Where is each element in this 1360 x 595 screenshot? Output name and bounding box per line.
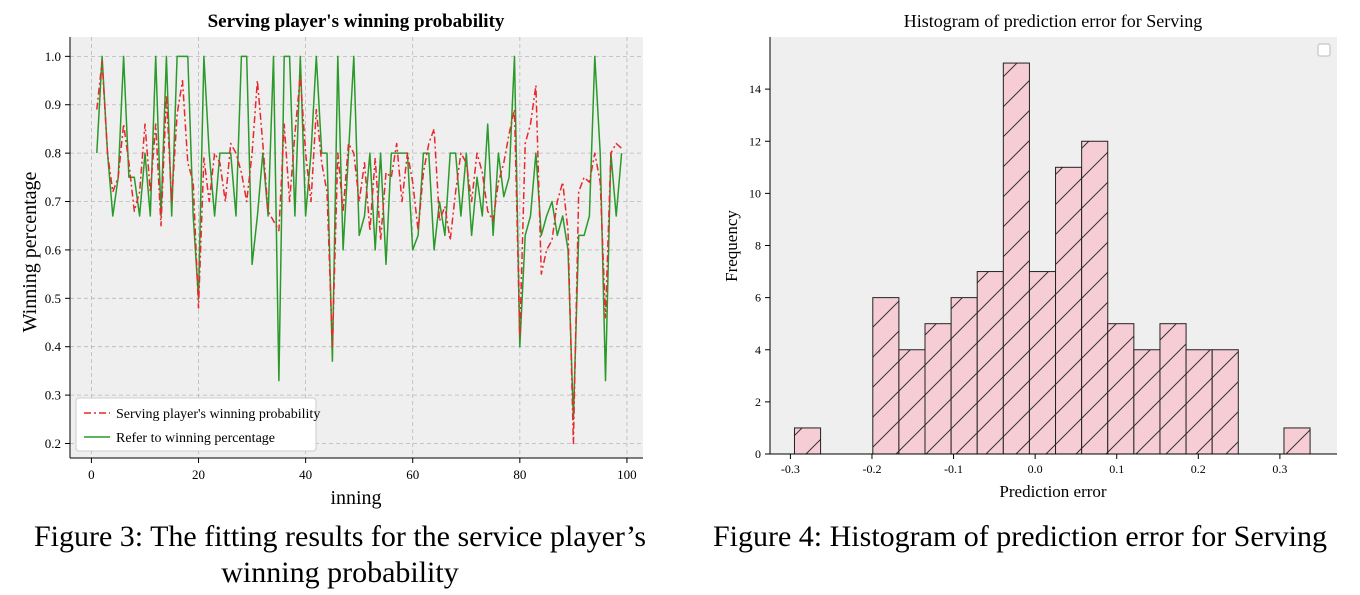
histogram-bar-hatch xyxy=(1211,349,1239,455)
series-line-reference xyxy=(96,55,623,421)
line-chart-x-label: inning xyxy=(330,487,381,509)
figure-4-caption: Figure 4: Histogram of prediction error … xyxy=(712,520,1328,553)
y-tick-label: 2 xyxy=(755,395,761,409)
y-tick-label: 1.0 xyxy=(45,49,61,64)
line-chart-y-ticks: 0.2 0.3 0.4 0.5 0.6 0.7 0.8 0.9 1.0 xyxy=(45,49,70,451)
x-tick-label: 0.2 xyxy=(1191,462,1206,476)
histogram-bar-hatch xyxy=(1185,349,1213,455)
histogram-bar-hatch xyxy=(898,349,926,455)
line-chart-series xyxy=(96,55,623,445)
histogram-legend-box xyxy=(1317,43,1331,57)
y-tick-label: 0.7 xyxy=(45,194,62,209)
y-tick-label: 0.5 xyxy=(45,291,61,306)
histogram-bar-hatch xyxy=(793,427,822,455)
histogram-bar-hatch xyxy=(1055,166,1083,455)
histogram-bar-hatch xyxy=(976,271,1004,455)
figure-3-caption: Figure 3: The fitting results for the se… xyxy=(33,520,647,589)
line-chart-grid xyxy=(70,37,643,458)
y-tick-label: 0.3 xyxy=(45,388,61,403)
y-tick-label: 0.2 xyxy=(45,436,61,451)
histogram-bar-hatch xyxy=(1028,271,1057,455)
histogram-bar-hatch xyxy=(1159,323,1187,455)
x-tick-label: 0.3 xyxy=(1272,462,1287,476)
histogram-bar-hatch xyxy=(1081,140,1109,455)
y-tick-label: 8 xyxy=(755,239,761,253)
histogram-bar-hatch xyxy=(924,323,952,455)
line-chart: Serving player's winning probability 0 20… xyxy=(19,11,643,509)
x-tick-label: 0 xyxy=(88,467,95,482)
line-chart-y-label: Winning percentage xyxy=(19,171,41,332)
histogram-y-ticks: 0 2 4 6 8 10 12 14 xyxy=(749,82,770,461)
histogram-bar-hatch xyxy=(872,297,900,455)
legend-label-reference: Refer to winning percentage xyxy=(116,431,275,446)
x-tick-label: 20 xyxy=(192,467,205,482)
y-tick-label: 0.8 xyxy=(45,146,61,161)
x-tick-label: 100 xyxy=(617,467,637,482)
x-tick-label: -0.3 xyxy=(781,462,800,476)
line-chart-legend: Serving player's winning probability Ref… xyxy=(75,397,320,452)
line-chart-title: Serving player's winning probability xyxy=(208,11,505,32)
y-tick-label: 0.9 xyxy=(45,97,61,112)
histogram-y-label: Frequency xyxy=(722,210,741,282)
y-tick-label: 4 xyxy=(755,343,761,357)
histogram-bar-hatch xyxy=(1283,427,1311,455)
histogram-bar-hatch xyxy=(950,297,978,455)
histogram-chart: Histogram of prediction error for Servin… xyxy=(722,11,1337,501)
x-tick-label: 0.0 xyxy=(1028,462,1043,476)
y-tick-label: 14 xyxy=(749,82,761,96)
y-tick-label: 6 xyxy=(755,291,761,305)
y-tick-label: 0.4 xyxy=(45,339,62,354)
y-tick-label: 10 xyxy=(749,186,761,200)
histogram-x-ticks: -0.3 -0.2 -0.1 0.0 0.1 0.2 0.3 xyxy=(781,454,1287,476)
histogram-bars xyxy=(793,62,1311,455)
series-line-serving xyxy=(96,60,623,445)
legend-box xyxy=(75,397,317,452)
histogram-title: Histogram of prediction error for Servin… xyxy=(904,11,1202,31)
line-chart-axes xyxy=(69,37,643,459)
x-tick-label: 60 xyxy=(406,467,419,482)
histogram-bar-hatch xyxy=(1002,62,1030,455)
x-tick-label: -0.2 xyxy=(862,462,881,476)
x-tick-label: 40 xyxy=(299,467,312,482)
x-tick-label: 80 xyxy=(513,467,526,482)
legend-label-serving: Serving player's winning probability xyxy=(116,407,320,422)
y-tick-label: 0.6 xyxy=(45,242,62,257)
x-tick-label: -0.1 xyxy=(944,462,963,476)
histogram-x-label: Prediction error xyxy=(999,482,1106,501)
x-tick-label: 0.1 xyxy=(1109,462,1124,476)
y-tick-label: 0 xyxy=(755,447,761,461)
histogram-bar-hatch xyxy=(1107,323,1135,455)
line-chart-x-ticks: 0 20 40 60 80 100 xyxy=(88,458,637,482)
y-tick-label: 12 xyxy=(749,134,761,148)
histogram-bar-hatch xyxy=(1133,349,1161,455)
